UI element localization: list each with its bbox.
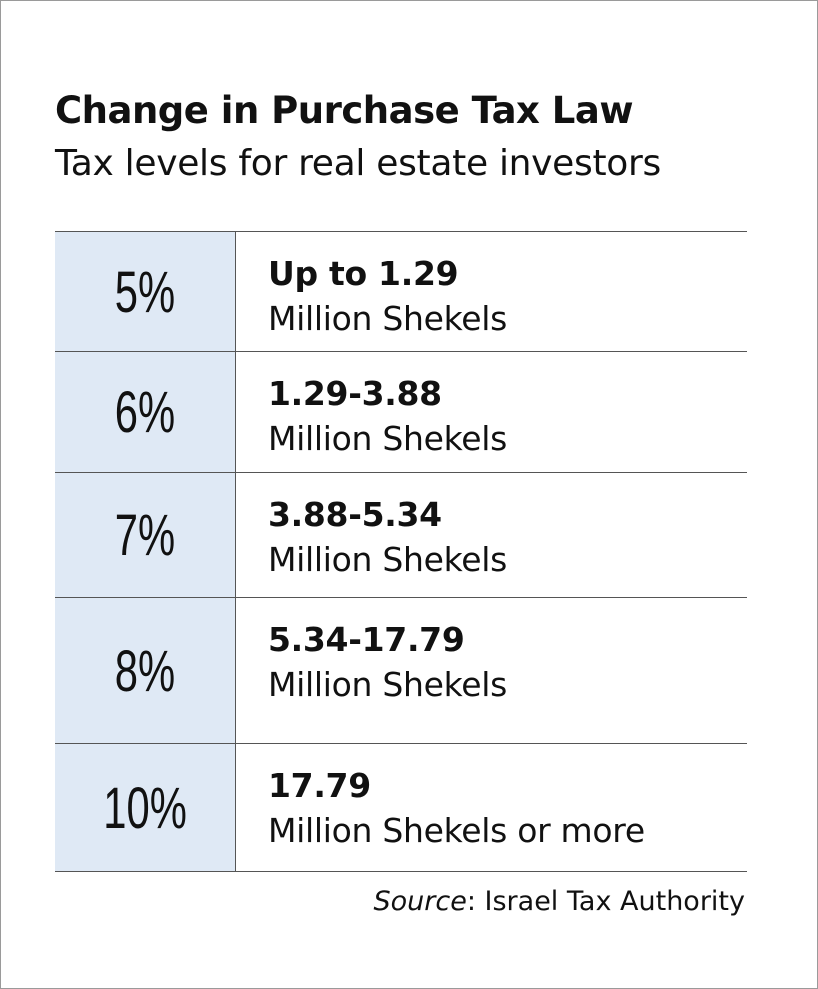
rate-cell: 8% xyxy=(55,598,236,744)
range: 1.29-3.88 xyxy=(268,374,442,413)
rate-cell: 10% xyxy=(55,744,236,872)
source-label: Source xyxy=(373,886,467,917)
description: 17.79 Million Shekels or more xyxy=(268,766,645,856)
rate: 5% xyxy=(114,259,176,325)
table-row: 6% 1.29-3.88 Million Shekels xyxy=(55,351,747,473)
unit: Million Shekels xyxy=(268,665,508,704)
unit: Million Shekels or more xyxy=(268,811,645,850)
unit: Million Shekels xyxy=(268,299,508,338)
range: 3.88-5.34 xyxy=(268,495,442,534)
table-row: 5% Up to 1.29 Million Shekels xyxy=(55,231,747,352)
rate: 8% xyxy=(114,638,176,704)
rate-cell: 5% xyxy=(55,232,236,352)
description: Up to 1.29 Million Shekels xyxy=(268,254,507,344)
source: Source: Israel Tax Authority xyxy=(374,886,745,917)
range: Up to 1.29 xyxy=(268,254,459,293)
unit: Million Shekels xyxy=(268,419,508,458)
rate: 7% xyxy=(114,503,176,568)
description: 3.88-5.34 Million Shekels xyxy=(268,495,507,585)
unit: Million Shekels xyxy=(268,540,508,579)
title: Change in Purchase Tax Law xyxy=(55,89,634,132)
range: 5.34-17.79 xyxy=(268,620,465,659)
description: 5.34-17.79 Million Shekels xyxy=(268,620,507,710)
rate: 10% xyxy=(103,775,187,841)
subtitle: Tax levels for real estate investors xyxy=(55,143,661,184)
range: 17.79 xyxy=(268,766,371,805)
table-row: 10% 17.79 Million Shekels or more xyxy=(55,743,747,872)
table-row: 7% 3.88-5.34 Million Shekels xyxy=(55,472,747,598)
table-row: 8% 5.34-17.79 Million Shekels xyxy=(55,597,747,744)
rate-cell: 6% xyxy=(55,352,236,473)
rate: 6% xyxy=(114,380,176,445)
table-bottom-rule xyxy=(55,871,747,872)
rate-cell: 7% xyxy=(55,473,236,598)
description: 1.29-3.88 Million Shekels xyxy=(268,374,507,464)
source-text: : Israel Tax Authority xyxy=(466,886,745,917)
